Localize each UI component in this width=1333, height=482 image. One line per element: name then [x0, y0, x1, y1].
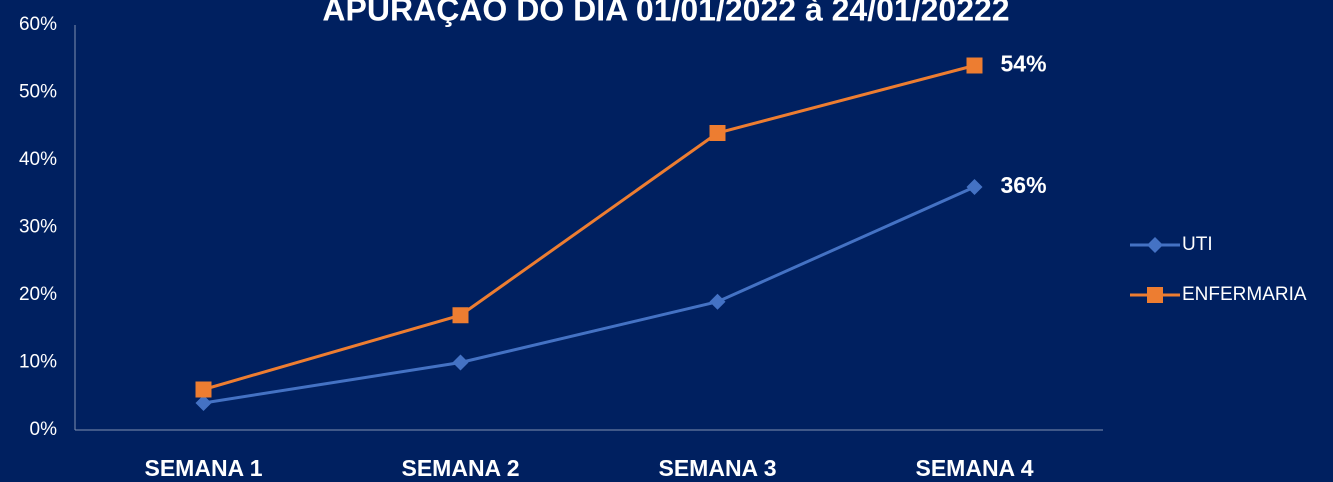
data-point [709, 293, 726, 310]
data-point [966, 179, 983, 195]
x-tick-label: SEMANA 3 [659, 455, 777, 481]
x-tick-label: SEMANA 2 [402, 455, 520, 481]
y-tick-label: 60% [19, 14, 57, 35]
y-tick-label: 20% [19, 284, 57, 305]
chart-title: APURAÇÃO DO DIA 01/01/2022 à 24/01/20222 [322, 0, 1009, 27]
y-tick-label: 40% [19, 149, 57, 170]
data-point [195, 395, 212, 411]
x-tick-label: SEMANA 4 [916, 455, 1034, 481]
y-tick-label: 30% [19, 217, 57, 238]
legend-label: UTI [1182, 234, 1213, 255]
series-line [203, 185, 976, 405]
data-point [709, 125, 726, 141]
data-label: 36% [1001, 172, 1047, 198]
data-point [452, 354, 469, 371]
y-tick-label: 50% [19, 82, 57, 103]
data-point [195, 381, 212, 398]
y-tick-label: 0% [30, 419, 58, 440]
data-point [452, 307, 469, 324]
data-label: 54% [1001, 51, 1047, 77]
legend-marker [1147, 237, 1163, 253]
y-tick-label: 10% [19, 352, 57, 373]
legend-label: ENFERMARIA [1182, 284, 1307, 305]
legend-marker [1147, 287, 1163, 303]
x-tick-label: SEMANA 1 [145, 455, 263, 481]
data-point [966, 57, 983, 74]
series-line [203, 64, 975, 391]
